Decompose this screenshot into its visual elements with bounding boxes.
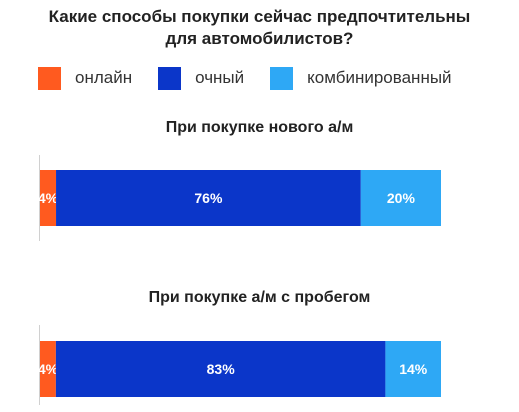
bar-combined-row-2: [385, 341, 441, 397]
data-label-combined-row-2: 14%: [399, 361, 428, 377]
legend-swatch-combined: [270, 66, 294, 90]
legend-item-offline: очный: [158, 66, 245, 90]
axis-line-used-car: [39, 325, 40, 405]
legend-item-combined: комбинированный: [270, 66, 452, 90]
bar-online-row-2: [40, 341, 56, 397]
data-label-online-row-1: 4%: [38, 190, 59, 206]
data-label-offline-row-2: 83%: [207, 361, 236, 377]
bar-offline-row-1: [56, 170, 361, 226]
legend-item-online: онлайн: [38, 66, 133, 90]
legend-label-offline: очный: [195, 68, 245, 87]
bar-combined-row-1: [360, 170, 441, 226]
legend-label-combined: комбинированный: [307, 68, 452, 87]
bar-offline-row-2: [55, 341, 386, 397]
legend-swatch-online: [38, 66, 61, 90]
group-title-used-car: При покупке а/м с пробегом: [148, 289, 371, 306]
legend-label-online: онлайн: [75, 68, 133, 87]
data-label-offline-row-1: 76%: [194, 190, 223, 206]
axis-line-new-car: [39, 155, 40, 241]
legend-swatch-offline: [158, 66, 182, 90]
chart-title: Какие способы покупки сейчас предпочтите…: [0, 6, 519, 50]
data-label-combined-row-1: 20%: [387, 190, 416, 206]
chart-title-line-2: для автомобилистов?: [165, 29, 354, 48]
legend: онлайн очный комбинированный: [38, 66, 478, 90]
group-title-new-car: При покупке нового а/м: [165, 119, 354, 136]
data-label-online-row-2: 4%: [38, 361, 59, 377]
chart-title-line-1: Какие способы покупки сейчас предпочтите…: [48, 7, 471, 26]
bar-online-row-1: [40, 170, 57, 226]
